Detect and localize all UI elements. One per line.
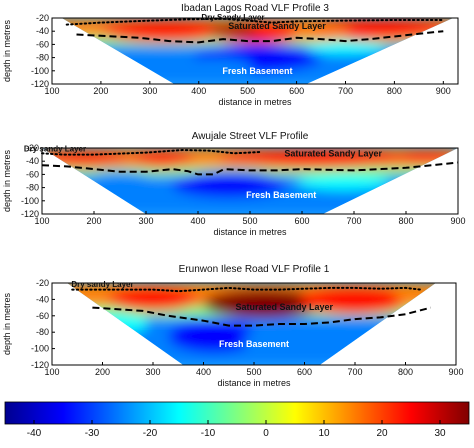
coldspot [243, 325, 325, 356]
hotspot [218, 149, 406, 169]
y-tick-label: -20 [26, 143, 39, 153]
dry-layer-boundary [65, 17, 445, 26]
colorbar-tick-label: -30 [85, 428, 100, 439]
colorbar: -40 -30 -20 -10 0 10 20 30 [4, 401, 470, 439]
x-tick-label: 700 [347, 367, 362, 377]
y-tick-label: -20 [36, 13, 49, 23]
y-tick-label: -80 [26, 183, 39, 193]
y-axis-label: depth in metres [2, 19, 12, 82]
hotspot [291, 27, 351, 41]
chart-title: Erunwon Ilese Road VLF Profile 1 [179, 264, 330, 275]
fresh-basement-label: Fresh Basement [219, 339, 289, 349]
saturated-layer-label: Saturated Sandy Layer [236, 302, 334, 312]
x-tick-label: 300 [138, 216, 153, 226]
y-tick-label: -40 [26, 156, 39, 166]
x-tick-label: 100 [34, 216, 49, 226]
x-tick-label: 700 [346, 216, 361, 226]
plot-frame [51, 17, 459, 85]
saturated-layer-label: Saturated Sandy Layer [228, 21, 326, 31]
x-tick-label: 600 [297, 367, 312, 377]
x-tick-label: 100 [44, 86, 59, 96]
chart-panel-1: 100 200 300 400 500 600 700 800 900 -20 -40 -60 -80 -… [2, 3, 459, 107]
x-tick-label: 700 [338, 86, 353, 96]
colorbar-bar [4, 401, 470, 425]
x-axis-label: distance in metres [218, 97, 292, 107]
coldspot [168, 319, 260, 353]
x-tick-label: 800 [387, 86, 402, 96]
x-tick-label: 600 [294, 216, 309, 226]
hotspot [203, 288, 325, 319]
hotspot [208, 24, 258, 36]
fresh-basement-label: Fresh Basement [246, 190, 316, 200]
x-tick-label: 500 [240, 86, 255, 96]
colorbar-tick-label: 10 [318, 428, 330, 439]
hotspot [299, 287, 411, 315]
x-tick-label: 200 [93, 86, 108, 96]
x-tick-label: 800 [398, 367, 413, 377]
y-tick-label: -60 [36, 39, 49, 49]
colorbar-tick-label: -40 [27, 428, 42, 439]
x-tick-label: 600 [289, 86, 304, 96]
saturated-layer-boundary [41, 161, 459, 176]
y-tick-label: -60 [36, 311, 49, 321]
y-tick-label: -80 [36, 327, 49, 337]
dry-layer-label: Dry sandy Layer [24, 144, 86, 153]
x-axis-label: distance in metres [217, 378, 291, 388]
y-tick-label: -20 [36, 278, 49, 288]
x-tick-label: 500 [242, 216, 257, 226]
coldspot [172, 171, 287, 198]
saturated-layer-boundary [76, 30, 444, 44]
colorbar-tick-label: 30 [434, 428, 446, 439]
x-tick-label: 200 [95, 367, 110, 377]
x-tick-label: 200 [86, 216, 101, 226]
chart-panel-3: 100 200 300 400 500 600 700 800 900 -20 -40 -60 -80 -… [2, 264, 464, 388]
colorbar-tick-label: 20 [376, 428, 388, 439]
colorbar-tick-label: 0 [263, 428, 269, 439]
coldspot [296, 174, 391, 191]
x-tick-label: 400 [196, 367, 211, 377]
dry-layer-boundary [41, 148, 262, 156]
y-tick-label: -100 [31, 344, 49, 354]
y-tick-label: -60 [26, 169, 39, 179]
coldspot [306, 41, 385, 55]
chart-title: Awujale Street VLF Profile [192, 131, 309, 142]
coldspot [83, 171, 157, 191]
dry-layer-label: Dry Sandy Layer [201, 13, 264, 22]
y-tick-label: -120 [31, 79, 49, 89]
chart-panel-2: 100 200 300 400 500 600 700 800 900 -20 -40 -60 -80 -… [2, 131, 466, 237]
x-tick-label: 100 [44, 367, 59, 377]
y-tick-label: -80 [36, 53, 49, 63]
x-tick-label: 400 [190, 216, 205, 226]
y-axis-label: depth in metres [2, 292, 12, 355]
saturated-layer-label: Saturated Sandy Layer [284, 149, 382, 159]
y-tick-label: -100 [31, 66, 49, 76]
x-tick-label: 500 [246, 367, 261, 377]
hotspot [130, 151, 193, 168]
x-axis-label: distance in metres [213, 227, 287, 237]
colorbar-tick-label: -20 [143, 428, 158, 439]
x-tick-label: 300 [142, 86, 157, 96]
y-axis-label: depth in metres [2, 149, 12, 212]
x-tick-label: 900 [436, 86, 451, 96]
y-tick-label: -120 [31, 360, 49, 370]
dry-layer-label: Dry sandy Layer [71, 280, 133, 289]
y-tick-label: -40 [36, 294, 49, 304]
y-tick-label: -40 [36, 26, 49, 36]
colorbar-tick-label: -10 [201, 428, 216, 439]
y-tick-label: -100 [21, 196, 39, 206]
x-tick-label: 400 [191, 86, 206, 96]
y-tick-label: -120 [21, 209, 39, 219]
x-tick-label: 800 [398, 216, 413, 226]
chart-title: Ibadan Lagos Road VLF Profile 3 [181, 3, 329, 14]
x-tick-label: 900 [448, 367, 463, 377]
x-tick-label: 300 [145, 367, 160, 377]
coldspot [174, 57, 253, 78]
hotspot [107, 287, 199, 311]
x-tick-label: 900 [450, 216, 465, 226]
fresh-basement-label: Fresh Basement [222, 66, 292, 76]
dry-layer-boundary [71, 286, 422, 293]
